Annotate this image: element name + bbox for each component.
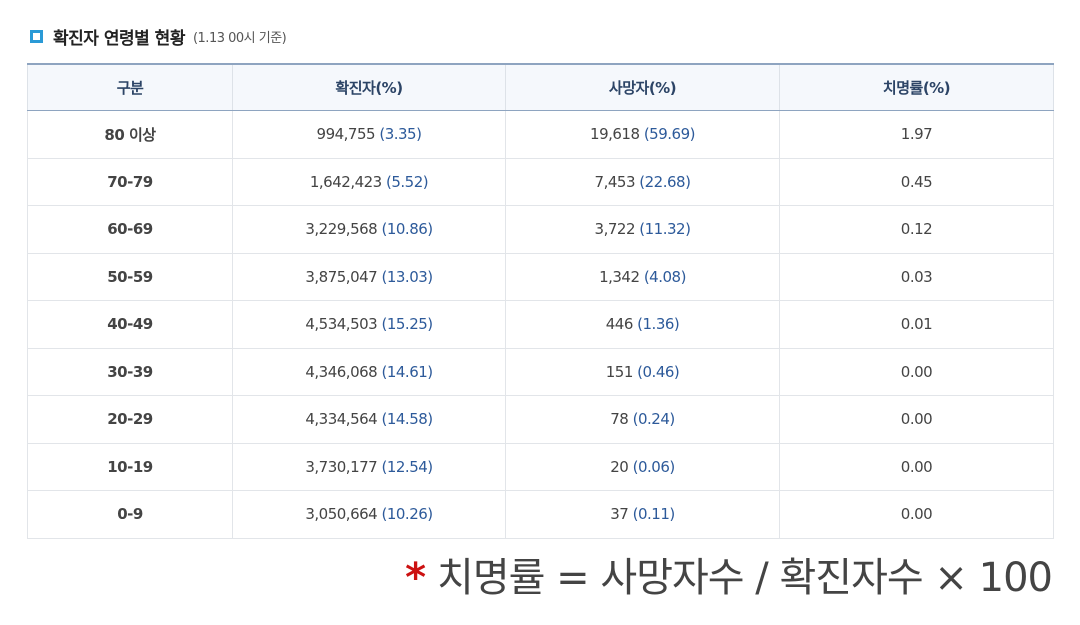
fatality-rate-cell: 0.45 (779, 157, 1054, 206)
age-group-cell: 70-79 (27, 157, 233, 206)
confirmed-cell: 4,334,564 (14.58) (232, 395, 506, 444)
deaths-count: 37 (610, 505, 629, 524)
confirmed-cell: 3,730,177 (12.54) (232, 442, 506, 491)
confirmed-percent: (10.86) (381, 220, 433, 239)
deaths-percent: (11.32) (639, 220, 691, 239)
formula-text: 치명률 = 사망자수 / 확진자수 × 100 (437, 555, 1053, 601)
deaths-cell: 78 (0.24) (505, 395, 780, 444)
table-row: 70-79 1,642,423 (5.52) 7,453 (22.68) 0.4… (27, 157, 1054, 206)
age-stats-table: 구분 확진자(%) 사망자(%) 치명률(%) 80 이상 994,755 (3… (27, 63, 1054, 539)
confirmed-count: 3,229,568 (305, 220, 378, 239)
deaths-count: 7,453 (594, 172, 636, 191)
confirmed-cell: 3,050,664 (10.26) (232, 490, 506, 539)
deaths-cell: 446 (1.36) (505, 300, 780, 349)
confirmed-count: 3,050,664 (305, 505, 378, 524)
fatality-rate-cell: 0.01 (779, 300, 1054, 349)
deaths-cell: 19,618 (59.69) (505, 110, 780, 159)
deaths-percent: (59.69) (643, 125, 696, 144)
age-group-cell: 0-9 (27, 490, 233, 539)
confirmed-percent: (15.25) (381, 315, 433, 334)
age-group-cell: 30-39 (27, 347, 233, 396)
page-subtitle: (1.13 00시 기준) (192, 30, 287, 46)
deaths-count: 3,722 (594, 220, 636, 239)
confirmed-percent: (10.26) (381, 505, 433, 524)
age-group-cell: 80 이상 (27, 110, 233, 159)
confirmed-percent: (13.03) (381, 267, 433, 286)
deaths-cell: 20 (0.06) (505, 442, 780, 491)
square-bullet-icon (30, 29, 43, 43)
confirmed-count: 4,534,503 (305, 315, 378, 334)
age-group-cell: 40-49 (27, 300, 233, 349)
age-group-cell: 10-19 (27, 442, 233, 491)
fatality-formula-note: * 치명률 = 사망자수 / 확진자수 × 100 (405, 548, 1053, 608)
fatality-rate-cell: 0.00 (779, 395, 1054, 444)
confirmed-cell: 994,755 (3.35) (232, 110, 506, 159)
column-header-category: 구분 (27, 64, 233, 111)
deaths-count: 78 (610, 410, 629, 429)
confirmed-count: 4,334,564 (305, 410, 378, 429)
deaths-cell: 37 (0.11) (505, 490, 780, 539)
deaths-count: 1,342 (599, 267, 640, 286)
asterisk-icon: * (405, 555, 426, 601)
table-row: 10-19 3,730,177 (12.54) 20 (0.06) 0.00 (27, 442, 1054, 491)
deaths-percent: (0.46) (637, 362, 680, 381)
table-row: 50-59 3,875,047 (13.03) 1,342 (4.08) 0.0… (27, 252, 1054, 301)
deaths-cell: 3,722 (11.32) (505, 205, 780, 254)
fatality-rate-cell: 0.00 (779, 442, 1054, 491)
column-header-fatality-rate: 치명률(%) (779, 64, 1054, 111)
deaths-percent: (1.36) (637, 315, 680, 334)
fatality-rate-cell: 0.00 (779, 490, 1054, 539)
deaths-percent: (22.68) (639, 172, 691, 191)
deaths-count: 20 (610, 457, 629, 476)
confirmed-percent: (12.54) (381, 457, 433, 476)
age-group-cell: 20-29 (27, 395, 233, 444)
deaths-cell: 151 (0.46) (505, 347, 780, 396)
confirmed-cell: 3,875,047 (13.03) (232, 252, 506, 301)
table-row: 60-69 3,229,568 (10.86) 3,722 (11.32) 0.… (27, 205, 1054, 254)
deaths-percent: (0.24) (632, 410, 676, 429)
confirmed-cell: 4,346,068 (14.61) (232, 347, 506, 396)
confirmed-count: 994,755 (316, 125, 376, 144)
confirmed-percent: (14.61) (381, 362, 433, 381)
fatality-rate-cell: 1.97 (779, 110, 1054, 159)
confirmed-count: 1,642,423 (309, 172, 382, 191)
fatality-rate-cell: 0.03 (779, 252, 1054, 301)
deaths-cell: 7,453 (22.68) (505, 157, 780, 206)
deaths-cell: 1,342 (4.08) (505, 252, 780, 301)
fatality-rate-cell: 0.12 (779, 205, 1054, 254)
table-row: 30-39 4,346,068 (14.61) 151 (0.46) 0.00 (27, 347, 1054, 396)
confirmed-count: 3,875,047 (305, 267, 378, 286)
table-row: 20-29 4,334,564 (14.58) 78 (0.24) 0.00 (27, 395, 1054, 444)
confirmed-count: 3,730,177 (305, 457, 378, 476)
section-header: 확진자 연령별 현황 (1.13 00시 기준) (30, 22, 287, 50)
confirmed-cell: 3,229,568 (10.86) (232, 205, 506, 254)
age-group-cell: 50-59 (27, 252, 233, 301)
table-row: 0-9 3,050,664 (10.26) 37 (0.11) 0.00 (27, 490, 1054, 539)
deaths-percent: (4.08) (643, 267, 687, 286)
age-group-cell: 60-69 (27, 205, 233, 254)
table-row: 40-49 4,534,503 (15.25) 446 (1.36) 0.01 (27, 300, 1054, 349)
confirmed-percent: (3.35) (379, 125, 422, 144)
table-row: 80 이상 994,755 (3.35) 19,618 (59.69) 1.97 (27, 110, 1054, 159)
confirmed-count: 4,346,068 (305, 362, 378, 381)
confirmed-cell: 4,534,503 (15.25) (232, 300, 506, 349)
page-title: 확진자 연령별 현황 (53, 28, 185, 49)
deaths-count: 446 (605, 315, 634, 334)
confirmed-percent: (5.52) (386, 172, 429, 191)
deaths-count: 151 (605, 362, 634, 381)
deaths-percent: (0.11) (632, 505, 676, 524)
fatality-rate-cell: 0.00 (779, 347, 1054, 396)
deaths-percent: (0.06) (632, 457, 676, 476)
confirmed-percent: (14.58) (381, 410, 433, 429)
confirmed-cell: 1,642,423 (5.52) (232, 157, 506, 206)
column-header-deaths: 사망자(%) (505, 64, 780, 111)
table-header-row: 구분 확진자(%) 사망자(%) 치명률(%) (27, 64, 1054, 111)
column-header-confirmed: 확진자(%) (232, 64, 506, 111)
deaths-count: 19,618 (590, 125, 640, 144)
